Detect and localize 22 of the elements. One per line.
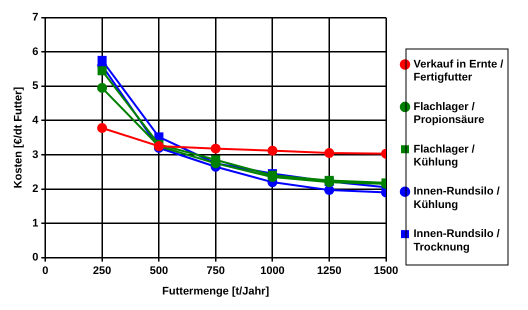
legend-label: Flachlager / Kühlung [414,143,475,169]
legend-label: Innen-Rundsilo / Kühlung [414,186,500,211]
y-tick-label: 7 [32,12,38,24]
x-tick-label: 1000 [260,265,285,278]
y-tick-label: 3 [32,148,38,161]
y-axis-title: Kosten [€/dt Futter] [12,86,25,188]
x-tick-label: 0 [42,265,48,278]
y-tick-label: 6 [32,46,38,58]
y-tick-label: 5 [32,80,38,92]
legend-label: Flachlager / Propionsäure [414,100,484,126]
x-tick-label: 1500 [374,265,398,278]
legend-label: Innen-Rundsilo / Trocknung [414,228,500,254]
x-tick-label: 250 [92,265,112,278]
y-tick-label: 2 [32,183,38,196]
x-tick-label: 500 [150,265,168,278]
x-tick-label: 750 [206,265,225,278]
y-tick-label: 1 [32,217,38,230]
x-axis-title: Futtermenge [t/Jahr] [162,285,270,298]
legend-label: Verkauf in Ernte / Fertigfutter [414,58,504,84]
y-tick-label: 4 [32,114,40,126]
x-tick-label: 1250 [316,265,342,278]
y-tick-label: 0 [32,252,38,264]
